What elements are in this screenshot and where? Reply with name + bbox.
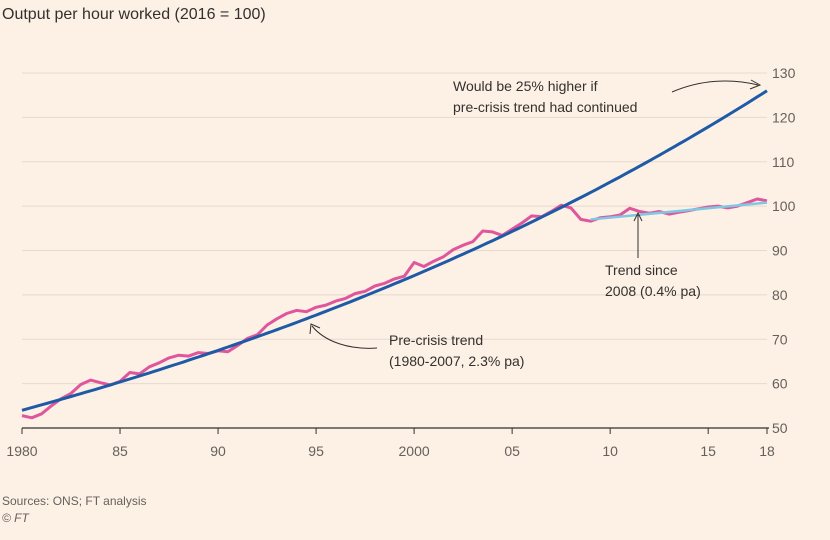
annotation-precrisis-line-2: (1980-2007, 2.3% pa) xyxy=(389,353,524,369)
y-tick-label-60: 60 xyxy=(772,376,788,392)
y-tick-label-70: 70 xyxy=(772,331,788,347)
series-line-pre-crisis-trend xyxy=(21,89,768,412)
annotation-trend2008-line-1: Trend since xyxy=(605,262,678,278)
series-layer xyxy=(21,89,768,420)
arrow-trend2008-head xyxy=(633,211,643,222)
x-tick-label-90: 90 xyxy=(210,443,226,459)
annotation-trend2008-line-2: 2008 (0.4% pa) xyxy=(605,283,701,299)
series-line-trend-since-2008 xyxy=(590,201,768,221)
x-tick-label-05: 05 xyxy=(504,443,520,459)
annotation-precrisis-line-1: Pre-crisis trend xyxy=(389,332,483,348)
x-tick-label-85: 85 xyxy=(112,443,128,459)
x-tick-label-15: 15 xyxy=(700,443,716,459)
y-tick-label-130: 130 xyxy=(772,65,796,81)
annotation-higher-line-2: pre-crisis trend had continued xyxy=(453,99,637,115)
y-tick-label-110: 110 xyxy=(772,154,795,170)
y-tick-label-80: 80 xyxy=(772,287,788,303)
arrow-higher-head xyxy=(749,79,762,90)
arrow-higher xyxy=(671,80,759,93)
y-tick-label-50: 50 xyxy=(772,420,788,436)
x-tick-label-18: 18 xyxy=(759,443,775,459)
x-tick-label-10: 10 xyxy=(602,443,618,459)
x-tick-label-95: 95 xyxy=(308,443,324,459)
annotation-higher-line-1: Would be 25% higher if xyxy=(453,78,598,94)
y-tick-label-90: 90 xyxy=(772,243,788,259)
arrow-precrisis xyxy=(311,325,378,349)
x-tick-label-1980: 1980 xyxy=(6,443,37,459)
series-line-output-per-hour xyxy=(21,197,768,420)
arrow-precrisis-head xyxy=(309,323,321,335)
annotations: Would be 25% higher if pre-crisis trend h… xyxy=(309,78,762,369)
copyright-text: © FT xyxy=(2,511,29,525)
y-tick-label-120: 120 xyxy=(772,109,796,125)
source-note: Sources: ONS; FT analysis © FT xyxy=(2,493,147,527)
source-text: Sources: ONS; FT analysis xyxy=(2,494,147,508)
y-axis: 50 60 70 80 90 100 110 120 130 xyxy=(772,65,796,436)
x-tick-label-2000: 2000 xyxy=(399,443,430,459)
chart-title: Output per hour worked (2016 = 100) xyxy=(2,6,266,23)
x-axis: 1980 85 90 95 2000 05 10 15 18 xyxy=(6,427,775,459)
y-tick-label-100: 100 xyxy=(772,198,796,214)
gridlines xyxy=(22,72,767,385)
